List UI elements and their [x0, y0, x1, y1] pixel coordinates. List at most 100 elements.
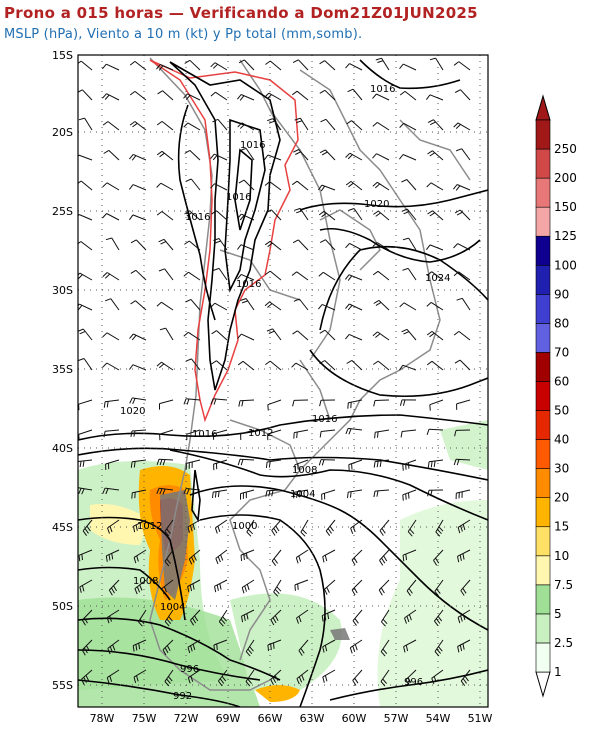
wind-barb-feather: [436, 529, 442, 535]
wind-barb: [434, 609, 444, 622]
wind-barb-feather: [184, 210, 190, 215]
wind-barb-feather: [455, 124, 461, 129]
wind-barb-feather: [320, 118, 327, 123]
wind-barb-feather: [291, 90, 298, 96]
wind-barb: [269, 270, 282, 281]
wind-barb-feather: [351, 559, 356, 566]
wind-barb: [429, 459, 444, 463]
wind-barb-feather: [426, 182, 432, 188]
wind-barb-feather: [105, 298, 111, 302]
wind-barb: [242, 360, 255, 371]
wind-barb-feather: [429, 152, 436, 157]
isobar-label: 1012: [137, 521, 162, 532]
wind-barb-feather: [377, 60, 384, 63]
colorbar-label: 10: [554, 549, 569, 563]
wind-barb: [351, 549, 363, 561]
wind-barb-feather: [184, 240, 190, 245]
wind-barb-feather: [299, 491, 301, 498]
wind-barb: [134, 121, 147, 131]
wind-barb: [159, 64, 174, 71]
wind-barb: [134, 579, 147, 589]
wind-barb: [214, 579, 228, 587]
wind-barb-feather: [347, 88, 354, 93]
wind-barb: [186, 488, 201, 491]
wind-barb-feather: [218, 621, 224, 627]
wind-barb-feather: [213, 267, 220, 271]
wind-barb: [403, 122, 417, 131]
wind-barb-feather: [345, 180, 352, 186]
wind-barb-feather: [81, 678, 85, 685]
wind-barb-feather: [131, 334, 137, 341]
wind-barb-feather: [136, 586, 141, 593]
wind-barb: [213, 398, 228, 401]
wind-barb-feather: [324, 645, 328, 652]
wind-barb: [80, 241, 93, 251]
wind-barb: [216, 360, 228, 371]
wind-barb-feather: [453, 459, 457, 466]
latitude-axis: 15S 20S 25S 30S 35S 40S 45S 50S 55S: [52, 49, 73, 692]
wind-barb-feather: [409, 528, 415, 535]
wind-barb-feather: [164, 561, 170, 567]
wind-barb-feather: [296, 431, 298, 439]
wind-barb-feather: [156, 150, 163, 156]
wind-barb: [352, 609, 363, 622]
wind-barb-feather: [241, 587, 245, 594]
wind-barb-feather: [381, 557, 386, 564]
wind-barb: [432, 210, 444, 221]
wind-barb-feather: [349, 647, 353, 654]
wind-barb: [134, 91, 147, 101]
wind-barb: [78, 214, 93, 221]
lat-label: 25S: [52, 205, 73, 218]
lat-label: 35S: [52, 363, 73, 376]
wind-barb: [429, 399, 444, 406]
isobar-label: 1024: [425, 273, 450, 284]
wind-barb-feather: [354, 677, 359, 684]
wind-barb: [456, 399, 471, 405]
wind-barb-feather: [329, 525, 334, 532]
wind-barb-feather: [354, 644, 358, 651]
wind-barb: [377, 331, 390, 341]
colorbar-label: 90: [554, 287, 569, 301]
wind-barb-feather: [297, 463, 299, 470]
wind-barb-feather: [237, 94, 242, 100]
wind-barb-feather: [427, 461, 430, 468]
wind-barb-feather: [81, 585, 85, 592]
wind-barb-feather: [426, 330, 433, 336]
wind-barb: [324, 60, 336, 71]
wind-barb-feather: [106, 401, 109, 408]
wind-barb: [241, 333, 255, 341]
wind-barb-feather: [159, 327, 166, 331]
wind-barb: [296, 90, 309, 101]
wind-barb: [190, 609, 201, 621]
wind-barb-feather: [292, 180, 298, 186]
wind-barb: [429, 94, 444, 101]
wind-barb-feather: [83, 617, 88, 624]
wind-barb: [378, 300, 390, 311]
wind-barb-feather: [456, 297, 463, 301]
wind-barb-feather: [183, 122, 189, 128]
wind-barb-feather: [319, 329, 326, 334]
wind-barb-feather: [212, 63, 218, 69]
wind-barb-feather: [353, 557, 358, 564]
wind-barb: [164, 669, 174, 682]
longitude-axis: 78W 75W 72W 69W 66W 63W 60W 57W 54W 51W: [90, 712, 493, 725]
wind-barb: [214, 302, 228, 311]
wind-barb-feather: [210, 62, 216, 68]
wind-barb-feather: [129, 333, 134, 339]
colorbar-label: 60: [554, 374, 569, 388]
wind-barb: [240, 429, 255, 435]
wind-barb-feather: [220, 554, 224, 561]
wind-barb-feather: [267, 242, 273, 248]
wind-barb-feather: [271, 530, 276, 536]
wind-barb-feather: [214, 586, 217, 593]
wind-barb-feather: [453, 61, 460, 66]
wind-barb-feather: [272, 677, 277, 684]
wind-barb: [78, 399, 93, 405]
wind-barb-feather: [166, 558, 171, 564]
wind-barb-feather: [435, 557, 440, 564]
wind-barb-feather: [274, 589, 280, 595]
wind-barb-feather: [166, 528, 171, 534]
wind-barb: [82, 328, 93, 341]
wind-barb: [132, 639, 147, 647]
wind-barb: [348, 459, 363, 466]
